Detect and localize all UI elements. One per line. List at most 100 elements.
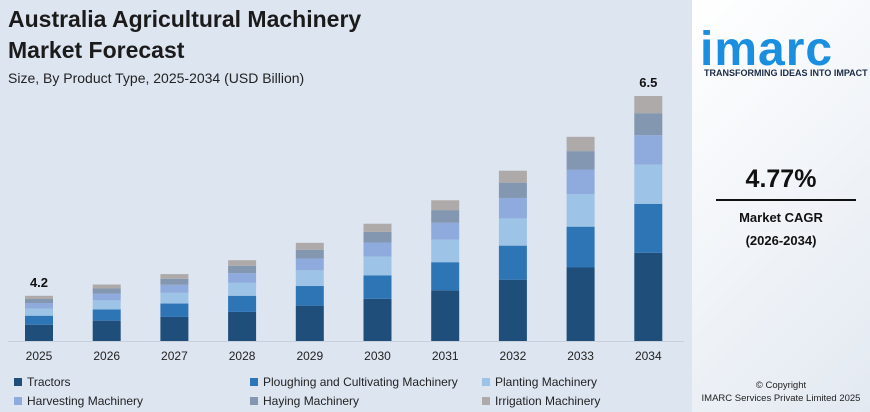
bar-segment-harvesting-machinery [431, 222, 460, 240]
bar-segment-tractors [92, 320, 121, 341]
legend-swatch [250, 397, 258, 405]
bar-segment-planting-machinery [363, 256, 392, 276]
x-tick-label: 2032 [500, 349, 527, 363]
bar-segment-haying-machinery [363, 231, 392, 243]
bar-segment-haying-machinery [160, 278, 189, 285]
bar-segment-tractors [498, 279, 527, 341]
copyright: © Copyright [755, 380, 807, 391]
legend-label: Tractors [27, 375, 71, 389]
legend-label: Irrigation Machinery [495, 394, 601, 408]
bar-segment-irrigation-machinery [295, 242, 324, 250]
bar-segment-irrigation-machinery [431, 200, 460, 211]
bar-segment-haying-machinery [295, 249, 324, 259]
x-tick-label: 2031 [432, 349, 459, 363]
bar-segment-harvesting-machinery [92, 293, 121, 301]
bar-segment-irrigation-machinery [634, 96, 663, 114]
x-tick-label: 2028 [229, 349, 256, 363]
cagr-value: 4.77% [745, 165, 817, 193]
bar-segment-tractors [634, 252, 663, 341]
bar-segment-tractors [431, 290, 460, 341]
legend-item: Haying Machinery [250, 394, 359, 408]
bar-segment-haying-machinery [634, 113, 663, 136]
legend-label: Planting Machinery [495, 375, 598, 389]
x-tick-label: 2026 [93, 349, 120, 363]
bar-segment-planting-machinery [228, 282, 257, 296]
chart-title: Australia Agricultural Machinery Market F… [8, 4, 448, 66]
imarc-logo: imarc [700, 23, 834, 76]
bar-segment-irrigation-machinery [25, 295, 53, 299]
cagr-period: (2026-2034) [745, 233, 817, 248]
copyright-company: IMARC Services Private Limited 2025 [701, 393, 861, 404]
legend-swatch [250, 378, 258, 386]
bar-segment-planting-machinery [634, 164, 663, 204]
bar-segment-harvesting-machinery [295, 258, 324, 271]
bar-segment-ploughing-and-cultivating-machinery [566, 226, 595, 268]
bar-segment-tractors [295, 305, 324, 341]
bar-segment-harvesting-machinery [566, 169, 595, 194]
bar-segment-ploughing-and-cultivating-machinery [498, 245, 527, 280]
bar-segment-irrigation-machinery [92, 284, 121, 289]
bar-segment-haying-machinery [228, 265, 257, 274]
legend-item: Irrigation Machinery [482, 394, 600, 408]
bar-segment-tractors [566, 267, 595, 341]
x-tick-label: 2034 [635, 349, 662, 363]
bar-segment-irrigation-machinery [498, 170, 527, 183]
bar-segment-haying-machinery [92, 288, 121, 294]
bar-segment-irrigation-machinery [160, 274, 189, 279]
bar-segment-tractors [25, 324, 53, 341]
bar-segment-harvesting-machinery [160, 284, 189, 293]
bar-segment-harvesting-machinery [498, 197, 527, 219]
legend-label: Haying Machinery [263, 394, 360, 408]
data-label: 4.2 [30, 275, 48, 290]
bar-segment-ploughing-and-cultivating-machinery [92, 309, 121, 321]
bar-segment-planting-machinery [566, 194, 595, 227]
bar-segment-haying-machinery [431, 210, 460, 223]
bar-segment-harvesting-machinery [363, 242, 392, 257]
bar-segment-planting-machinery [295, 270, 324, 287]
x-tick-label: 2027 [161, 349, 188, 363]
bar-segment-ploughing-and-cultivating-machinery [228, 295, 257, 312]
bar-segment-planting-machinery [431, 239, 460, 263]
bar-segment-ploughing-and-cultivating-machinery [160, 303, 189, 317]
legend-swatch [14, 378, 22, 386]
chart-panel: 2025 4.2 2026 2027 2028 2029 2030 2031 2032 2033 2… [8, 4, 684, 408]
bar-segment-harvesting-machinery [228, 273, 257, 283]
bar-segment-haying-machinery [25, 298, 53, 304]
bar-segment-tractors [363, 298, 392, 341]
divider [716, 199, 856, 201]
data-label: 6.5 [639, 75, 657, 90]
bar-segment-harvesting-machinery [25, 303, 53, 309]
bar-segment-irrigation-machinery [228, 260, 257, 266]
bar-segment-ploughing-and-cultivating-machinery [363, 275, 392, 299]
bar-segment-ploughing-and-cultivating-machinery [295, 286, 324, 306]
bar-segment-ploughing-and-cultivating-machinery [431, 262, 460, 291]
title-line-2: Market Forecast [8, 37, 185, 63]
bar-segment-planting-machinery [92, 300, 121, 310]
legend-swatch [482, 397, 490, 405]
brand-panel: imarc TRANSFORMING IDEAS INTO IMPACT 4.7… [692, 0, 870, 412]
x-tick-label: 2029 [296, 349, 323, 363]
brand-tagline: TRANSFORMING IDEAS INTO IMPACT [704, 68, 868, 78]
legend-item: Harvesting Machinery [14, 394, 143, 408]
legend-item: Ploughing and Cultivating Machinery [250, 375, 458, 389]
bar-segment-ploughing-and-cultivating-machinery [25, 315, 53, 325]
legend-item: Planting Machinery [482, 375, 597, 389]
bar-segment-harvesting-machinery [634, 135, 663, 165]
x-tick-label: 2030 [364, 349, 391, 363]
bar-segment-ploughing-and-cultivating-machinery [634, 203, 663, 253]
bar-segment-tractors [160, 316, 189, 341]
x-tick-label: 2033 [567, 349, 594, 363]
stacked-bar-chart: 2025 4.2 2026 2027 2028 2029 2030 2031 2032 2033 2… [8, 75, 684, 363]
bar-segment-planting-machinery [498, 218, 527, 246]
bar-segment-tractors [228, 311, 257, 341]
bar-segment-haying-machinery [498, 182, 527, 198]
legend-label: Ploughing and Cultivating Machinery [263, 375, 458, 389]
legend-swatch [482, 378, 490, 386]
x-tick-label: 2025 [26, 349, 53, 363]
title-line-1: Australia Agricultural Machinery [8, 6, 362, 32]
bar-segment-haying-machinery [566, 151, 595, 170]
legend-label: Harvesting Machinery [27, 394, 144, 408]
legend-item: Tractors [14, 375, 71, 389]
chart-subtitle: Size, By Product Type, 2025-2034 (USD Bi… [8, 70, 305, 86]
cagr-label: Market CAGR [739, 210, 823, 225]
